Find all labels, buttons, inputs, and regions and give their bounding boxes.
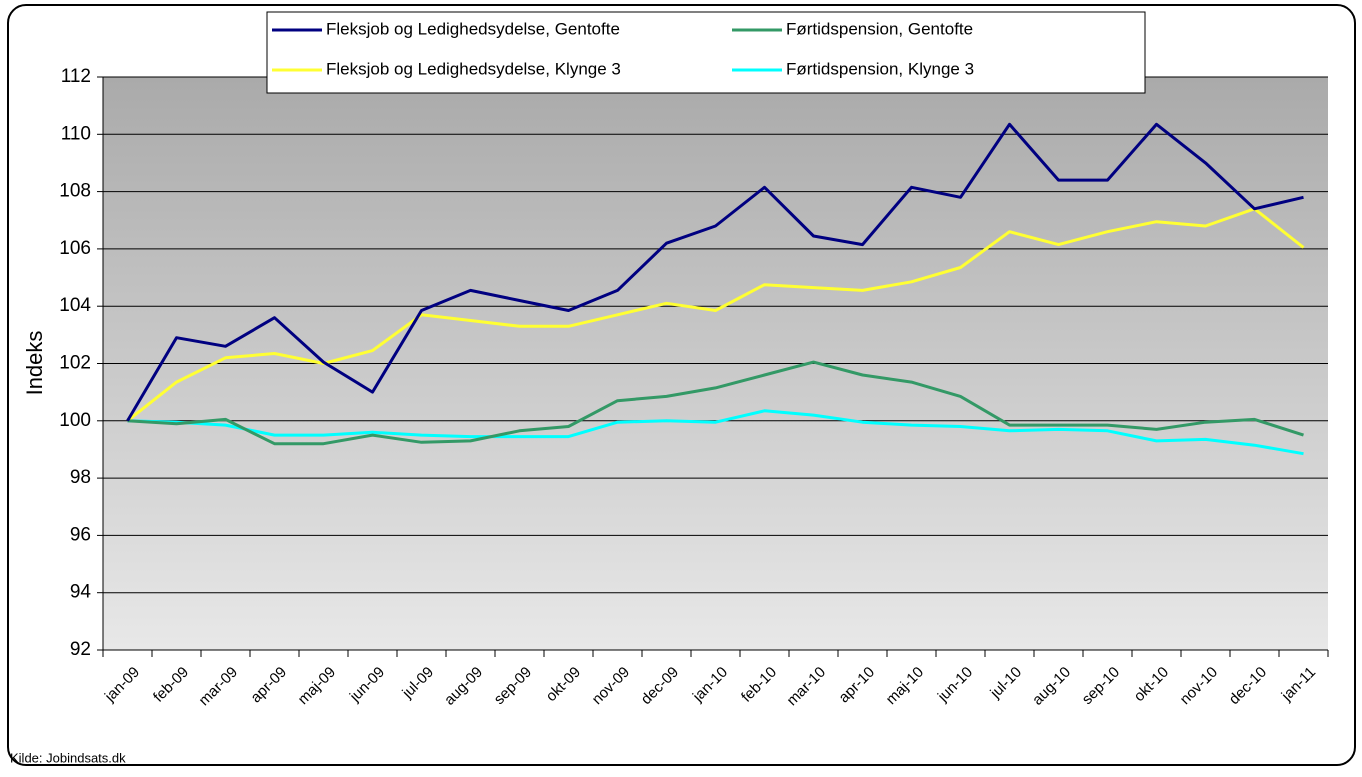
series-line (126, 122, 1304, 422)
y-tick-label: 102 (59, 353, 91, 374)
source: Kilde: Jobindsats.dk (10, 750, 126, 765)
y-tick-label: 112 (61, 66, 91, 87)
y-tick-label: 104 (59, 295, 91, 316)
y-tick-label: 92 (70, 639, 91, 660)
legend-label: Fleksjob og Ledighedsydelse, Gentofte (326, 19, 620, 38)
y-tick-label: 96 (70, 524, 91, 545)
y-tick-label: 106 (59, 238, 91, 259)
y-tick-label: 100 (59, 410, 91, 431)
legend (266, 11, 1146, 94)
legend-label: Fleksjob og Ledighedsydelse, Klynge 3 (326, 59, 621, 78)
y-tick-label: 108 (59, 181, 91, 202)
series-line (127, 360, 1304, 446)
legend-label: Førtidspension, Gentofte (786, 19, 973, 38)
y-tick-label: 98 (70, 467, 91, 488)
y-tick-label: 94 (70, 582, 92, 603)
legend-label: Førtidspension, Klynge 3 (786, 59, 974, 78)
y-tick-label: 110 (61, 123, 91, 144)
y-axis-label: Indeks (22, 331, 47, 396)
series-line (127, 409, 1304, 456)
